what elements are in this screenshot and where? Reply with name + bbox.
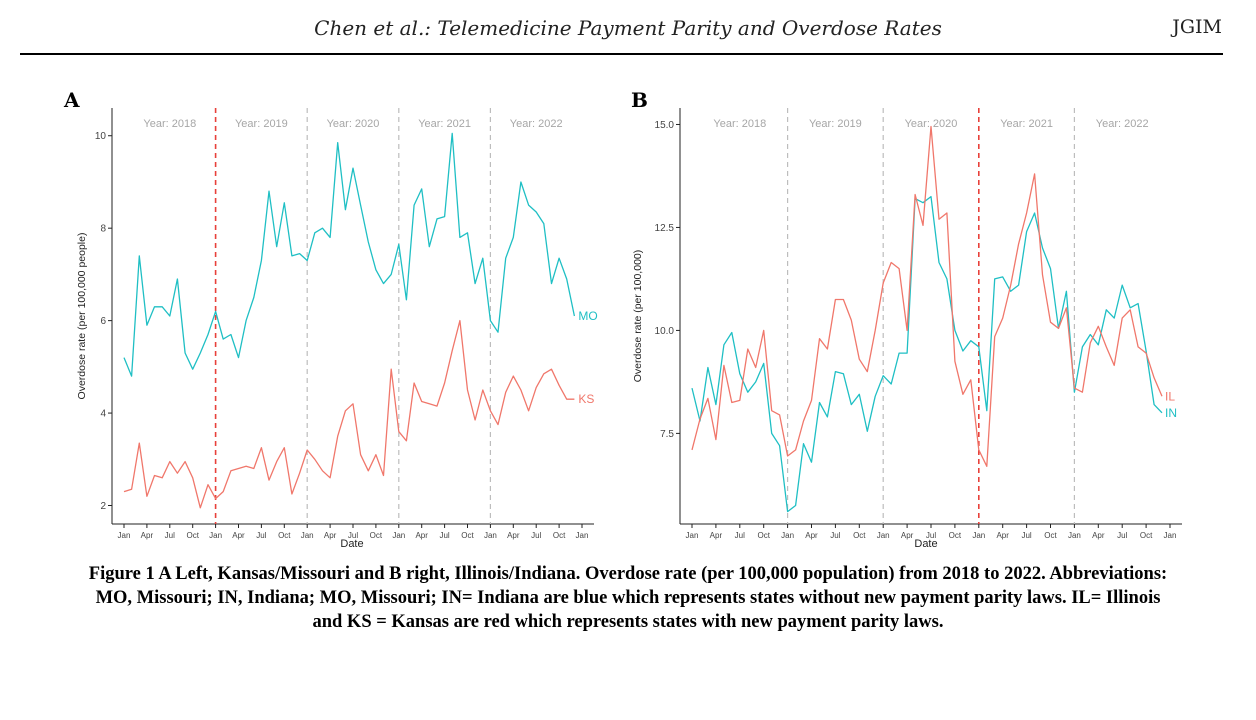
pa-year-label: Year: 2020	[327, 118, 380, 130]
pb-x-tick-label: Jul	[1117, 531, 1127, 540]
pa-x-tick-label: Apr	[415, 531, 428, 540]
pb-x-tick-label: Oct	[853, 531, 866, 540]
pa-x-tick-label: Jan	[392, 531, 405, 540]
pa-x-tick-label: Apr	[324, 531, 337, 540]
pb-x-tick-label: Apr	[901, 531, 914, 540]
pb-x-tick-label: Apr	[1092, 531, 1105, 540]
caption-line-3: and KS = Kansas are red which represents…	[312, 612, 944, 632]
pb-x-tick-label: Apr	[805, 531, 818, 540]
pb-x-tick-label: Jan	[1164, 531, 1177, 540]
pa-x-tick-label: Jul	[531, 531, 541, 540]
pa-series-ks-label: KS	[578, 392, 594, 406]
pa-x-tick-label: Jul	[256, 531, 266, 540]
pa-y-tick-label: 8	[100, 224, 106, 235]
pa-x-tick-label: Jul	[439, 531, 449, 540]
pb-year-label: Year: 2022	[1096, 118, 1149, 130]
pa-x-tick-label: Apr	[141, 531, 154, 540]
pa-y-tick-label: 2	[100, 501, 106, 512]
pb-y-tick-label: 15.0	[655, 120, 675, 131]
pa-x-tick-label: Oct	[278, 531, 291, 540]
pa-x-tick-label: Jul	[165, 531, 175, 540]
pb-year-label: Year: 2020	[905, 118, 958, 130]
pa-series-mo-line	[123, 132, 576, 377]
pb-x-tick-label: Jan	[1068, 531, 1081, 540]
pb-x-tick-label: Jul	[735, 531, 745, 540]
caption-line-2: MO, Missouri; IN, Indiana; MO, Missouri;…	[95, 588, 1161, 608]
pb-x-tick-label: Jan	[781, 531, 794, 540]
pa-y-tick-label: 10	[95, 131, 107, 142]
pb-series-il-line	[691, 125, 1163, 467]
chart-panel-a: 2 4 6 8 10 Jan Apr Jul Oct Jan Apr Jul Oct Jan Apr Jul O…	[76, 108, 598, 550]
pb-year-label: Year: 2018	[713, 118, 766, 130]
pa-x-tick-label: Jan	[576, 531, 589, 540]
pb-x-axis-title: Date	[914, 538, 937, 550]
pa-x-axis-title: Date	[340, 538, 363, 550]
pb-y-tick-label: 10.0	[655, 326, 675, 337]
caption-line-1: Figure 1 A Left, Kansas/Missouri and B r…	[88, 564, 1168, 584]
pb-x-tick-label: Jul	[1021, 531, 1031, 540]
pa-series-ks-line	[123, 319, 575, 509]
pa-year-label: Year: 2022	[510, 118, 563, 130]
pb-x-tick-label: Oct	[1140, 531, 1153, 540]
pa-year-label: Year: 2021	[418, 118, 471, 130]
pa-x-tick-label: Jan	[301, 531, 314, 540]
pb-x-tick-label: Oct	[1044, 531, 1057, 540]
figure-caption: Figure 1 A Left, Kansas/Missouri and B r…	[14, 562, 1242, 634]
pa-year-label: Year: 2018	[143, 118, 196, 130]
pb-series-il-label: IL	[1165, 389, 1175, 403]
pb-x-tick-label: Jan	[972, 531, 985, 540]
pa-x-tick-label: Oct	[461, 531, 474, 540]
pa-x-tick-label: Oct	[186, 531, 199, 540]
pa-y-axis-title: Overdose rate (per 100,000 people)	[76, 233, 88, 400]
pa-x-tick-label: Jan	[118, 531, 131, 540]
header-rule	[20, 53, 1223, 55]
pa-x-tick-label: Apr	[232, 531, 245, 540]
pa-x-tick-label: Jan	[209, 531, 222, 540]
pb-x-tick-label: Apr	[710, 531, 723, 540]
pb-x-tick-label: Jul	[830, 531, 840, 540]
pa-x-tick-label: Jul	[348, 531, 358, 540]
pa-series-mo-label: MO	[578, 309, 597, 323]
pb-x-tick-label: Jan	[686, 531, 699, 540]
pa-x-tick-label: Apr	[507, 531, 520, 540]
pa-y-tick-label: 4	[100, 409, 106, 420]
journal-name: JGIM	[1172, 16, 1222, 38]
panel-letter-a: A	[64, 88, 80, 112]
chart-panel-b: 7.5 10.0 12.5 15.0 Jan Apr Jul Oct Jan Apr Jul Oct J…	[632, 108, 1182, 550]
pb-y-axis-title: Overdose rate (per 100,000)	[632, 250, 644, 383]
pb-x-tick-label: Jul	[926, 531, 936, 540]
pb-x-tick-label: Oct	[949, 531, 962, 540]
pa-x-tick-label: Jan	[484, 531, 497, 540]
pb-x-tick-label: Apr	[996, 531, 1009, 540]
pb-series-in-line	[691, 195, 1163, 513]
pb-y-tick-label: 12.5	[655, 223, 675, 234]
pb-year-label: Year: 2019	[809, 118, 862, 130]
panel-letter-b: B	[631, 88, 648, 112]
running-header-title: Chen et al.: Telemedicine Payment Parity…	[314, 16, 942, 40]
pa-y-tick-label: 6	[100, 316, 106, 327]
pb-x-tick-label: Oct	[757, 531, 770, 540]
pb-x-tick-label: Jan	[877, 531, 890, 540]
pa-year-label: Year: 2019	[235, 118, 288, 130]
pa-x-tick-label: Oct	[370, 531, 383, 540]
pb-y-tick-label: 7.5	[660, 429, 674, 440]
pa-x-tick-label: Oct	[553, 531, 566, 540]
pb-year-label: Year: 2021	[1000, 118, 1053, 130]
pb-series-in-label: IN	[1165, 406, 1177, 420]
